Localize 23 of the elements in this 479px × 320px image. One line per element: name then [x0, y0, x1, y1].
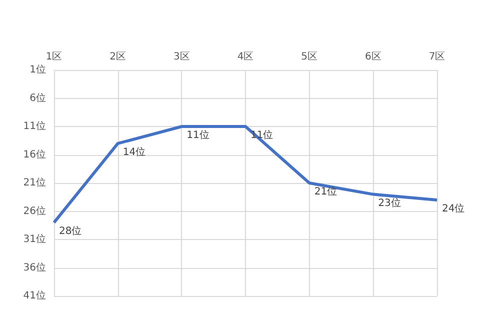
y-tick-label: 26位 — [23, 204, 46, 217]
data-label: 28位 — [59, 225, 82, 238]
y-tick-label: 1位 — [30, 64, 46, 76]
data-label: 23位 — [378, 196, 401, 209]
y-tick-label: 11位 — [23, 120, 46, 132]
data-label: 24位 — [442, 202, 465, 214]
y-tick-label: 31位 — [23, 233, 46, 245]
x-tick-label: 4区 — [237, 52, 254, 62]
data-label: 14位 — [122, 146, 146, 158]
x-tick-label: 1区 — [46, 52, 62, 62]
x-tick-label: 2区 — [110, 52, 126, 62]
x-tick-label: 5区 — [301, 52, 318, 62]
y-tick-label: 16位 — [23, 148, 46, 160]
x-tick-label: 3区 — [173, 52, 190, 62]
x-tick-label: 7区 — [428, 52, 446, 62]
y-tick-label: 21位 — [23, 176, 46, 188]
data-label: 11位 — [186, 129, 210, 141]
y-tick-label: 6位 — [30, 92, 46, 104]
data-label: 21位 — [314, 186, 338, 198]
x-tick-label: 6区 — [364, 52, 382, 62]
line-series — [52, 125, 438, 224]
y-tick-label: 41位 — [23, 290, 46, 302]
y-tick-label: 36位 — [23, 261, 46, 274]
